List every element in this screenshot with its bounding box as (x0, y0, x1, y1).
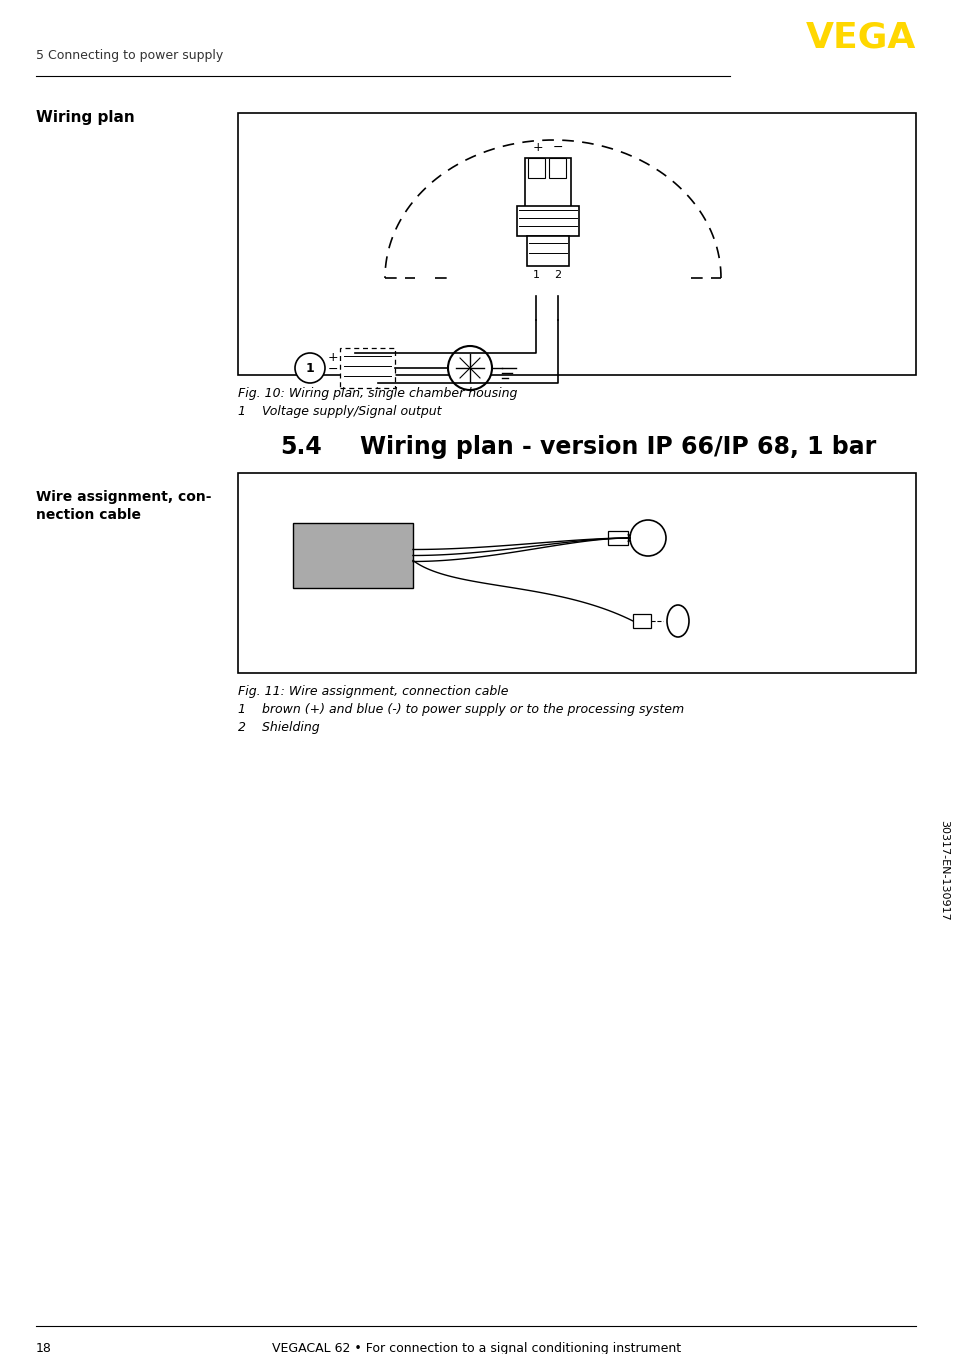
Bar (517, 206, 578, 236)
Text: 2    Shielding: 2 Shielding (237, 720, 319, 734)
Text: nection cable: nection cable (36, 508, 141, 523)
Text: Wiring plan - version IP 66/IP 68, 1 bar: Wiring plan - version IP 66/IP 68, 1 bar (359, 435, 876, 459)
Text: Wiring plan: Wiring plan (36, 110, 134, 125)
Circle shape (629, 520, 665, 556)
Text: 5 Connecting to power supply: 5 Connecting to power supply (36, 49, 223, 62)
Bar (339, 348, 395, 389)
Text: 1    Voltage supply/Signal output: 1 Voltage supply/Signal output (237, 405, 441, 418)
Text: 18: 18 (36, 1342, 51, 1354)
Bar (237, 112, 915, 375)
Text: VEGA: VEGA (804, 22, 915, 56)
Text: +: + (532, 141, 543, 154)
Text: 5.4: 5.4 (280, 435, 321, 459)
Bar (524, 158, 571, 209)
Text: 1: 1 (305, 362, 314, 375)
Circle shape (448, 347, 492, 390)
Text: +: + (328, 351, 338, 364)
Text: 1    brown (+) and blue (-) to power supply or to the processing system: 1 brown (+) and blue (-) to power supply… (237, 703, 683, 716)
Bar (607, 531, 627, 546)
Text: 2: 2 (554, 269, 561, 280)
Ellipse shape (666, 605, 688, 636)
Circle shape (294, 353, 325, 383)
Text: −: − (328, 363, 338, 376)
Bar (633, 613, 650, 628)
Bar (293, 523, 413, 588)
Text: 1: 1 (532, 269, 539, 280)
Text: Fig. 11: Wire assignment, connection cable: Fig. 11: Wire assignment, connection cab… (237, 685, 508, 699)
Bar (526, 236, 568, 265)
Bar (237, 473, 915, 673)
Text: 30317-EN-130917: 30317-EN-130917 (938, 819, 948, 921)
Text: Wire assignment, con-: Wire assignment, con- (36, 490, 212, 504)
Bar (548, 158, 565, 177)
Text: Fig. 10: Wiring plan, single chamber housing: Fig. 10: Wiring plan, single chamber hou… (237, 387, 517, 399)
Text: −: − (552, 141, 562, 154)
Text: VEGACAL 62 • For connection to a signal conditioning instrument: VEGACAL 62 • For connection to a signal … (273, 1342, 680, 1354)
Bar (527, 158, 544, 177)
